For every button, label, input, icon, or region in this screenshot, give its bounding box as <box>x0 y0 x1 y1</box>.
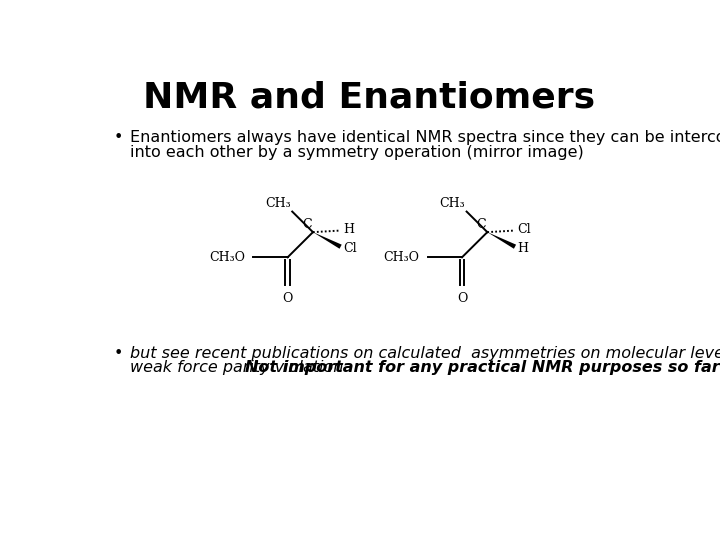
Text: weak force parity violation: weak force parity violation <box>130 361 354 375</box>
Text: CH₃: CH₃ <box>265 197 291 210</box>
Text: H: H <box>343 223 354 237</box>
Text: C: C <box>476 218 486 231</box>
Text: CH₃O: CH₃O <box>210 251 246 264</box>
Polygon shape <box>487 232 516 249</box>
Text: Cl: Cl <box>343 242 356 255</box>
Text: •: • <box>113 130 122 145</box>
Text: •: • <box>113 346 122 361</box>
Polygon shape <box>313 232 342 249</box>
Text: O: O <box>282 292 293 305</box>
Text: Enantiomers always have identical NMR spectra since they can be interconverted: Enantiomers always have identical NMR sp… <box>130 130 720 145</box>
Text: but see recent publications on calculated  asymmetries on molecular level due to: but see recent publications on calculate… <box>130 346 720 361</box>
Text: Not important for any practical NMR purposes so far: Not important for any practical NMR purp… <box>245 361 719 375</box>
Text: C: C <box>302 218 311 231</box>
Text: into each other by a symmetry operation (mirror image): into each other by a symmetry operation … <box>130 145 584 160</box>
Text: O: O <box>456 292 467 305</box>
Text: CH₃O: CH₃O <box>384 251 420 264</box>
Text: NMR and Enantiomers: NMR and Enantiomers <box>143 80 595 114</box>
Text: CH₃: CH₃ <box>439 197 465 210</box>
Text: Cl: Cl <box>517 223 531 237</box>
Text: H: H <box>517 242 528 255</box>
